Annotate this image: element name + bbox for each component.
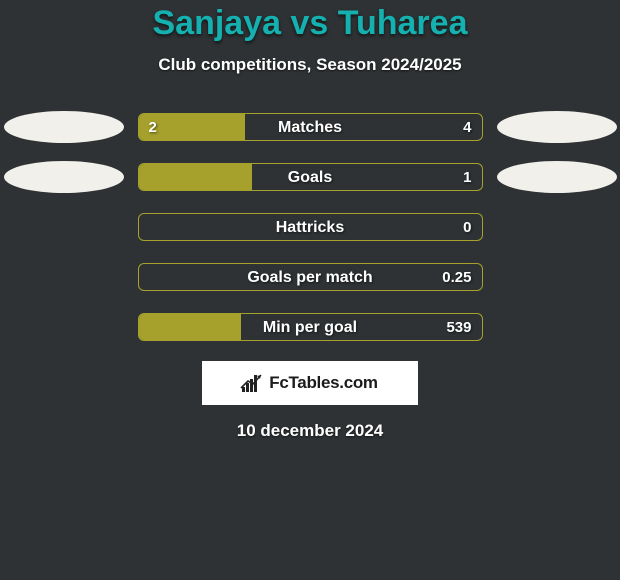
stat-value-right: 0.25: [442, 264, 471, 291]
spacer: [4, 311, 124, 343]
spacer: [497, 211, 617, 243]
stat-bar: 24Matches: [138, 113, 483, 141]
player-left-oval: [4, 161, 124, 193]
page-title: Sanjaya vs Tuharea: [0, 4, 620, 43]
stat-value-right: 4: [463, 114, 471, 141]
stat-value-right: 1: [463, 164, 471, 191]
stat-value-right: 539: [446, 314, 471, 341]
stat-row: 539Min per goal: [0, 311, 620, 343]
stat-label: Hattricks: [139, 214, 482, 240]
spacer: [497, 311, 617, 343]
stat-value-right: 0: [463, 214, 471, 241]
player-right-oval: [497, 161, 617, 193]
bar-chart-icon: [242, 374, 264, 392]
stat-bar: 539Min per goal: [138, 313, 483, 341]
stat-row: 1Goals: [0, 161, 620, 193]
player-left-oval: [4, 111, 124, 143]
stat-label: Goals per match: [139, 264, 482, 290]
stat-bar: 0Hattricks: [138, 213, 483, 241]
bar-fill-left: [139, 164, 252, 190]
player-right-oval: [497, 111, 617, 143]
stats-area: 24Matches 1Goals 0Hattricks 0.25Goals per m…: [0, 111, 620, 343]
bar-fill-left: [139, 314, 242, 340]
spacer: [4, 211, 124, 243]
brand-text: FcTables.com: [269, 373, 378, 393]
subtitle: Club competitions, Season 2024/2025: [0, 55, 620, 75]
stat-bar: 1Goals: [138, 163, 483, 191]
spacer: [497, 261, 617, 293]
main-container: Sanjaya vs Tuharea Club competitions, Se…: [0, 0, 620, 441]
stat-row: 0.25Goals per match: [0, 261, 620, 293]
stat-bar: 0.25Goals per match: [138, 263, 483, 291]
brand-box[interactable]: FcTables.com: [202, 361, 418, 405]
stat-row: 0Hattricks: [0, 211, 620, 243]
stat-row: 24Matches: [0, 111, 620, 143]
spacer: [4, 261, 124, 293]
date-text: 10 december 2024: [0, 421, 620, 441]
bar-fill-left: [139, 114, 245, 140]
